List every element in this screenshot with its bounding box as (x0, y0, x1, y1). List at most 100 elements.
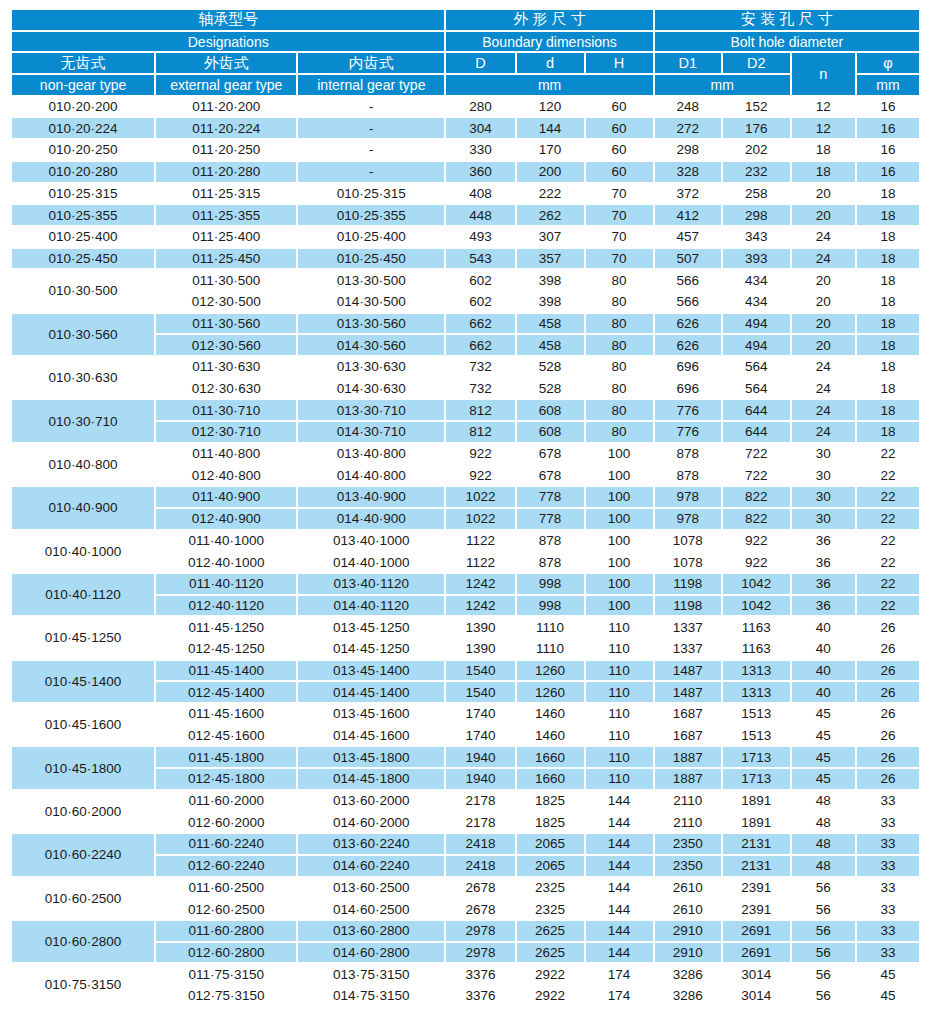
H-cell: 60 (585, 96, 654, 118)
external-cell: 012·45·1600 (155, 725, 297, 747)
external-cell: 012·60·2800 (155, 942, 297, 964)
H-cell: 174 (585, 985, 654, 1007)
D2-cell: 2131 (722, 833, 791, 855)
D1-cell: 507 (654, 248, 722, 270)
internal-cell: 010·25·450 (297, 248, 445, 270)
D1-cell: 328 (654, 161, 722, 183)
D2-cell: 2691 (722, 920, 791, 942)
phi-cell: 18 (856, 226, 920, 248)
designations-header-cjk: 轴承型号 (11, 9, 445, 31)
D1-cell: 2910 (654, 920, 722, 942)
phi-cell: 26 (856, 703, 920, 725)
n-cell: 48 (791, 811, 856, 833)
D2-cell: 1313 (722, 681, 791, 703)
internal-cell: 013·40·1120 (297, 573, 445, 595)
phi-cell: 33 (856, 942, 920, 964)
D2-cell: 564 (722, 356, 791, 378)
d-cell: 398 (516, 269, 585, 291)
H-cell: 144 (585, 942, 654, 964)
phi-cell: 45 (856, 985, 920, 1007)
internal-cell: 010·25·355 (297, 204, 445, 226)
d-cell: 2625 (516, 942, 585, 964)
D2-cell: 1891 (722, 790, 791, 812)
designations-header-eng: Designations (11, 31, 445, 53)
D1-cell: 626 (654, 334, 722, 356)
d-cell: 458 (516, 334, 585, 356)
phi-cell: 18 (856, 399, 920, 421)
H-cell: 70 (585, 248, 654, 270)
D-cell: 732 (445, 378, 515, 400)
non-gear-type-cell: 010·60·2800 (11, 920, 155, 963)
H-cell: 100 (585, 508, 654, 530)
external-cell: 012·40·800 (155, 464, 297, 486)
external-cell: 011·30·560 (155, 313, 297, 335)
n-cell: 24 (791, 378, 856, 400)
phi-cell: 22 (856, 486, 920, 508)
phi-cell: 26 (856, 638, 920, 660)
external-cell: 012·30·500 (155, 291, 297, 313)
header-row-columns-eng: non-gear type external gear type interna… (11, 74, 920, 96)
internal-cell: 013·45·1250 (297, 616, 445, 638)
D1-cell: 1198 (654, 595, 722, 617)
d-cell: 1110 (516, 638, 585, 660)
phi-cell: 16 (856, 161, 920, 183)
internal-cell: 013·60·2800 (297, 920, 445, 942)
d-cell: 2065 (516, 855, 585, 877)
phi-cell: 33 (856, 833, 920, 855)
H-cell: 80 (585, 378, 654, 400)
bolt-hole-header-cjk: 安 装 孔 尺 寸 (654, 9, 920, 31)
n-cell: 48 (791, 833, 856, 855)
d-cell: 1660 (516, 768, 585, 790)
n-cell: 45 (791, 725, 856, 747)
non-gear-type-cell: 010·45·1250 (11, 616, 155, 659)
column-header-D: D (445, 52, 515, 74)
D1-cell: 626 (654, 313, 722, 335)
n-cell: 36 (791, 530, 856, 552)
D2-cell: 822 (722, 486, 791, 508)
D2-cell: 1313 (722, 660, 791, 682)
bolt-hole-header-eng: Bolt hole diameter (654, 31, 920, 53)
D-cell: 304 (445, 117, 515, 139)
H-cell: 70 (585, 226, 654, 248)
table-row: 010·60·2500011·60·2500013·60·25002678232… (11, 877, 920, 899)
d-cell: 458 (516, 313, 585, 335)
internal-cell: - (297, 139, 445, 161)
n-cell: 40 (791, 660, 856, 682)
internal-cell: 013·40·800 (297, 443, 445, 465)
internal-gear-column-header-cjk: 内齿式 (297, 52, 445, 74)
table-row: 010·40·1000011·40·1000013·40·10001122878… (11, 530, 920, 552)
phi-cell: 18 (856, 248, 920, 270)
D1-cell: 566 (654, 291, 722, 313)
table-row: 010·60·2240011·60·2240013·60·22402418206… (11, 833, 920, 855)
D2-cell: 202 (722, 139, 791, 161)
phi-cell: 22 (856, 443, 920, 465)
d-cell: 778 (516, 486, 585, 508)
H-cell: 144 (585, 855, 654, 877)
unit-mm-boundary: mm (445, 74, 653, 96)
D1-cell: 978 (654, 508, 722, 530)
D-cell: 1022 (445, 486, 515, 508)
D-cell: 1242 (445, 595, 515, 617)
D2-cell: 644 (722, 421, 791, 443)
n-cell: 30 (791, 464, 856, 486)
D-cell: 1740 (445, 725, 515, 747)
H-cell: 144 (585, 877, 654, 899)
internal-cell: 013·60·2240 (297, 833, 445, 855)
H-cell: 70 (585, 204, 654, 226)
D2-cell: 922 (722, 530, 791, 552)
n-cell: 48 (791, 855, 856, 877)
D-cell: 3376 (445, 963, 515, 985)
D2-cell: 494 (722, 313, 791, 335)
H-cell: 100 (585, 573, 654, 595)
table-row: 010·30·710011·30·710013·30·7108126088077… (11, 399, 920, 421)
column-header-d: d (516, 52, 585, 74)
header-row-eng: Designations Boundary dimensions Bolt ho… (11, 31, 920, 53)
D-cell: 1390 (445, 616, 515, 638)
D2-cell: 922 (722, 551, 791, 573)
H-cell: 144 (585, 898, 654, 920)
table-body: 010·20·200011·20·200-2801206024815212160… (11, 96, 920, 1007)
d-cell: 398 (516, 291, 585, 313)
H-cell: 100 (585, 595, 654, 617)
non-gear-column-header-eng: non-gear type (11, 74, 155, 96)
D2-cell: 434 (722, 291, 791, 313)
